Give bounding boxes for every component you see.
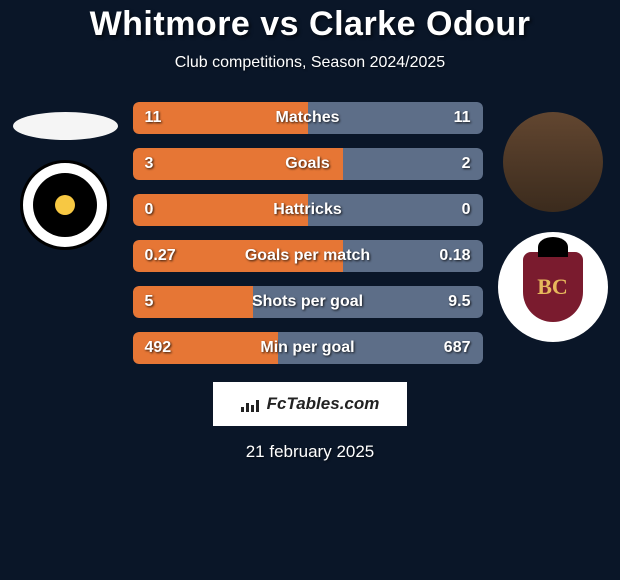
stat-bar: Min per goal 492 687 <box>133 332 483 364</box>
page-title: Whitmore vs Clarke Odour <box>90 5 531 44</box>
bar-value-right: 11 <box>454 109 471 127</box>
attribution-badge: FcTables.com <box>213 382 408 426</box>
bar-value-left: 0 <box>145 201 154 219</box>
player-left-placeholder <box>13 112 118 140</box>
bar-value-left: 0.27 <box>145 247 176 265</box>
crest-ball-icon <box>55 195 75 215</box>
bar-value-right: 0 <box>462 201 471 219</box>
right-player-column: BC <box>498 102 608 342</box>
left-player-column <box>13 102 118 250</box>
bar-value-right: 9.5 <box>448 293 470 311</box>
bar-label: Min per goal <box>260 339 354 357</box>
subtitle: Club competitions, Season 2024/2025 <box>175 54 445 72</box>
bar-value-left: 492 <box>145 339 172 357</box>
bar-label: Shots per goal <box>252 293 363 311</box>
bar-label: Hattricks <box>273 201 341 219</box>
bar-label: Matches <box>275 109 339 127</box>
stat-bars: Matches 11 11 Goals 3 2 Hattricks 0 0 Goals per m… <box>133 102 483 364</box>
bar-value-left: 3 <box>145 155 154 173</box>
club-crest-right: BC <box>498 232 608 342</box>
club-crest-right-shield: BC <box>523 252 583 322</box>
attribution-text: FcTables.com <box>267 394 380 414</box>
bar-value-right: 2 <box>462 155 471 173</box>
stat-bar: Matches 11 11 <box>133 102 483 134</box>
bar-value-left: 5 <box>145 293 154 311</box>
date-label: 21 february 2025 <box>246 442 375 462</box>
bar-label: Goals per match <box>245 247 370 265</box>
player-right-photo <box>503 112 603 212</box>
club-crest-left <box>20 160 110 250</box>
comparison-row: Matches 11 11 Goals 3 2 Hattricks 0 0 Goals per m… <box>0 102 620 364</box>
bar-value-right: 687 <box>444 339 471 357</box>
bar-value-left: 11 <box>145 109 162 127</box>
stat-bar: Goals per match 0.27 0.18 <box>133 240 483 272</box>
bar-label: Goals <box>285 155 329 173</box>
bar-value-right: 0.18 <box>439 247 470 265</box>
stat-bar: Shots per goal 5 9.5 <box>133 286 483 318</box>
stat-bar: Hattricks 0 0 <box>133 194 483 226</box>
stat-bar: Goals 3 2 <box>133 148 483 180</box>
chart-icon <box>241 397 259 411</box>
club-crest-left-inner <box>33 173 97 237</box>
